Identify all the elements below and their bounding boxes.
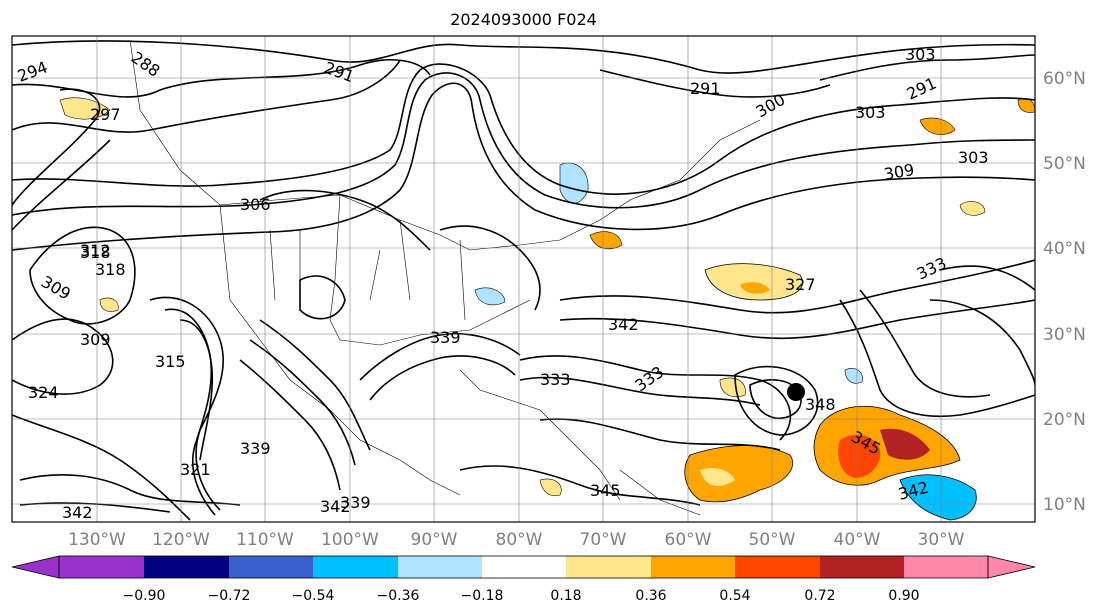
colorbar-bin <box>904 556 988 578</box>
colorbar-bin <box>566 556 651 578</box>
cyclone-center-marker <box>787 383 805 401</box>
colorbar-tick: −0.54 <box>292 588 335 604</box>
contour-label: 303 <box>855 103 886 122</box>
lat-label: 10°N <box>1043 495 1086 515</box>
lon-label: 40°W <box>834 530 881 550</box>
lon-label: 60°W <box>665 530 712 550</box>
colorbar-extend-high <box>987 555 1036 579</box>
lat-label: 40°N <box>1043 239 1086 259</box>
contour-label: 348 <box>805 395 836 414</box>
colorbar-bin <box>398 556 482 578</box>
colorbar-tick: −0.72 <box>208 588 251 604</box>
colorbar-tick: 0.90 <box>888 588 919 604</box>
colorbar-bin <box>144 556 229 578</box>
contour-label: 339 <box>340 493 371 512</box>
contour-label: 339 <box>240 439 271 458</box>
map-title: 2024093000 F024 <box>450 10 597 29</box>
map-frame <box>11 35 1036 523</box>
colorbar-tick: −0.36 <box>377 588 420 604</box>
latitude-labels: 60°N 50°N 40°N 30°N 20°N 10°N <box>1043 69 1086 515</box>
lon-label: 110°W <box>236 530 294 550</box>
contour-label: 309 <box>80 330 111 349</box>
contour-label: 318 <box>80 243 111 262</box>
colorbar-extend-low <box>11 555 60 579</box>
colorbar-tick: 0.54 <box>719 588 750 604</box>
shaded-anomalies <box>59 97 1035 521</box>
lon-label: 50°W <box>749 530 796 550</box>
colorbar-frame <box>58 555 989 579</box>
colorbar-bin <box>735 556 820 578</box>
lat-label: 20°N <box>1043 410 1086 430</box>
contour-label: 303 <box>905 45 936 64</box>
contour-label: 291 <box>690 79 721 98</box>
longitude-labels: 130°W 120°W 110°W 100°W 90°W 80°W 70°W 6… <box>68 530 965 550</box>
contour-label: 339 <box>430 328 461 347</box>
contour-label: 297 <box>90 105 121 124</box>
contour-label: 342 <box>62 503 93 522</box>
contour-label: 303 <box>958 148 989 167</box>
lon-label: 70°W <box>580 530 627 550</box>
contour-label: 315 <box>155 352 186 371</box>
contour-label: 306 <box>240 195 271 214</box>
contour-label: 342 <box>320 497 351 516</box>
colorbar-bin <box>820 556 904 578</box>
gridlines <box>12 36 1035 522</box>
lon-label: 120°W <box>152 530 210 550</box>
contours <box>12 40 1035 521</box>
contour-label: 324 <box>28 383 59 402</box>
colorbar-bin <box>59 556 144 578</box>
colorbar-tick: −0.90 <box>123 588 166 604</box>
lon-label: 80°W <box>496 530 543 550</box>
boundaries <box>129 39 761 516</box>
colorbar-bin <box>482 556 566 578</box>
lon-label: 30°W <box>918 530 965 550</box>
lat-label: 30°N <box>1043 325 1086 345</box>
contour-label: 321 <box>180 460 211 479</box>
colorbar-tick: −0.18 <box>461 588 504 604</box>
colorbar-tick: 0.18 <box>550 588 581 604</box>
contour-label: 333 <box>540 370 571 389</box>
lon-label: 130°W <box>68 530 126 550</box>
colorbar-tick: 0.72 <box>804 588 835 604</box>
lon-label: 100°W <box>321 530 379 550</box>
colorbar-tick: 0.36 <box>635 588 666 604</box>
contour-label: 327 <box>785 275 816 294</box>
contour-label: 345 <box>590 481 621 500</box>
contour-label: 318 <box>95 260 126 279</box>
colorbar-bin <box>313 556 398 578</box>
lat-label: 60°N <box>1043 69 1086 89</box>
lat-label: 50°N <box>1043 154 1086 174</box>
lon-label: 90°W <box>411 530 458 550</box>
contour-label: 312 <box>80 241 111 260</box>
colorbar-bin <box>651 556 735 578</box>
colorbar: −0.90 −0.72 −0.54 −0.36 −0.18 0.18 0.36 … <box>11 555 1036 604</box>
contour-label: 342 <box>608 315 639 334</box>
colorbar-bin <box>229 556 313 578</box>
